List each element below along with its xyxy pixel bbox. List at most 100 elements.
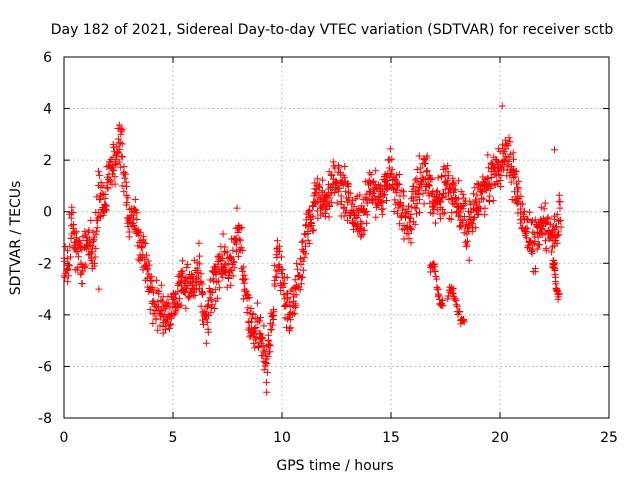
data-point <box>376 193 384 201</box>
data-point <box>420 200 428 208</box>
data-point <box>298 274 305 282</box>
data-point <box>556 216 564 224</box>
data-point <box>502 152 510 160</box>
data-point <box>157 281 165 289</box>
data-point <box>304 236 312 244</box>
data-point <box>144 265 152 273</box>
data-point <box>434 174 442 182</box>
data-point <box>270 262 278 270</box>
data-point <box>74 253 82 261</box>
data-point <box>186 293 194 301</box>
data-point <box>177 301 185 309</box>
data-point <box>78 280 86 287</box>
data-point <box>144 257 152 265</box>
data-point <box>289 309 297 317</box>
data-point <box>506 138 514 146</box>
data-point <box>276 247 283 255</box>
data-point <box>71 229 79 237</box>
data-point <box>426 182 433 190</box>
data-point <box>223 248 231 256</box>
data-point <box>269 311 277 319</box>
data-point <box>553 232 561 240</box>
data-point <box>315 183 323 191</box>
data-point <box>337 197 345 205</box>
data-point <box>256 329 264 337</box>
data-point <box>217 270 225 278</box>
data-point <box>250 339 258 347</box>
data-point <box>260 322 268 330</box>
data-point <box>232 234 240 242</box>
data-point <box>229 246 237 254</box>
data-point <box>460 194 468 202</box>
data-point <box>334 162 342 169</box>
data-point <box>95 167 102 175</box>
data-point <box>370 177 378 185</box>
data-point <box>239 267 247 275</box>
data-point <box>204 302 212 310</box>
data-point <box>464 237 471 245</box>
data-point <box>360 226 368 234</box>
data-point <box>195 260 203 268</box>
data-point <box>120 169 128 176</box>
data-point <box>477 205 484 213</box>
data-point <box>115 158 123 166</box>
data-point <box>294 265 302 273</box>
data-point <box>456 308 464 316</box>
data-point <box>433 275 441 283</box>
data-point <box>550 264 558 272</box>
data-point <box>322 201 330 209</box>
data-point <box>456 209 464 217</box>
data-point <box>216 284 224 292</box>
data-point <box>544 213 552 221</box>
data-point <box>372 167 380 175</box>
data-point <box>247 305 255 312</box>
data-point <box>308 222 316 230</box>
data-point <box>487 159 495 167</box>
data-point <box>413 200 421 208</box>
data-point <box>130 222 138 229</box>
data-point <box>109 153 117 161</box>
data-point <box>470 215 477 223</box>
data-point <box>148 285 156 293</box>
data-point <box>298 238 306 246</box>
data-point <box>465 256 473 264</box>
data-point <box>198 280 206 288</box>
data-point <box>292 302 300 310</box>
data-point <box>465 213 473 221</box>
data-point <box>179 267 187 275</box>
data-point <box>302 242 309 250</box>
data-point <box>416 184 424 192</box>
data-point <box>466 197 474 205</box>
data-point <box>207 304 215 312</box>
data-point <box>163 299 171 307</box>
data-point <box>528 218 535 226</box>
data-point <box>523 224 531 232</box>
data-point <box>98 190 106 198</box>
data-point <box>514 185 522 193</box>
data-point <box>452 297 460 305</box>
data-point <box>99 211 107 219</box>
data-point <box>444 292 452 300</box>
data-point <box>118 140 126 148</box>
data-point <box>346 189 354 197</box>
data-point <box>262 378 270 386</box>
data-point <box>439 296 447 304</box>
data-point <box>534 233 542 241</box>
data-point <box>438 194 446 202</box>
data-point <box>283 315 291 323</box>
data-point <box>436 215 444 223</box>
plot-frame <box>63 56 610 419</box>
data-point <box>318 202 326 210</box>
data-point <box>392 175 400 183</box>
data-point <box>438 173 446 181</box>
data-point <box>371 192 379 200</box>
data-point <box>65 262 73 269</box>
data-point <box>405 230 413 238</box>
data-point <box>459 316 467 324</box>
data-point <box>292 291 300 299</box>
data-point <box>134 242 142 250</box>
data-point <box>344 179 352 187</box>
data-point <box>179 257 187 265</box>
data-point <box>473 204 481 212</box>
data-point <box>391 176 399 184</box>
